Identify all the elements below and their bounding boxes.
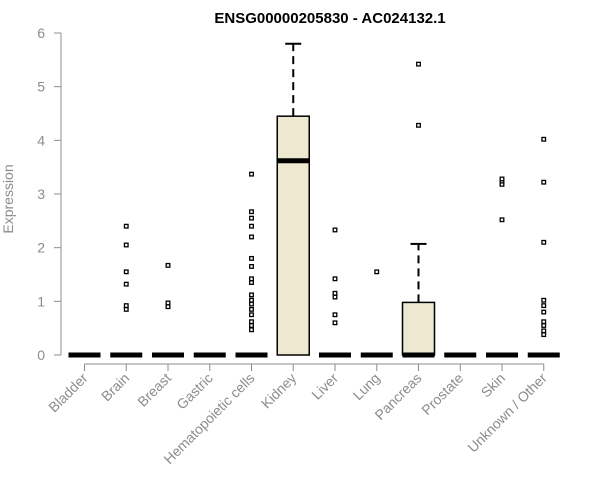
- outlier-point: [123, 223, 129, 229]
- outlier-point: [332, 227, 338, 233]
- outlier-point: [541, 309, 547, 315]
- outlier-point: [123, 269, 129, 275]
- outlier-point: [249, 209, 254, 215]
- chart-title: ENSG00000205830 - AC024132.1: [214, 10, 445, 27]
- outlier-point: [541, 319, 547, 325]
- outlier-point: [123, 303, 129, 309]
- box-hematopoietic-cells: [235, 171, 268, 358]
- x-tick-label: Lung: [350, 370, 383, 403]
- outlier-point: [249, 234, 254, 240]
- outlier-point: [332, 276, 338, 282]
- outlier-point: [499, 217, 505, 223]
- x-tick-label: Skin: [478, 370, 509, 401]
- outlier-point: [249, 319, 254, 325]
- outlier-point: [499, 176, 505, 182]
- outlier-point: [541, 179, 547, 185]
- outlier-point: [541, 332, 547, 338]
- outlier-point: [249, 171, 254, 177]
- y-tick-label: 3: [37, 186, 45, 202]
- outlier-point: [332, 320, 338, 326]
- outlier-point: [541, 323, 547, 328]
- outlier-point: [249, 215, 254, 221]
- x-tick-label: Unknown / Other: [464, 370, 550, 456]
- outlier-point: [249, 327, 254, 333]
- box-body: [401, 301, 436, 356]
- outlier-point: [541, 303, 547, 309]
- box-pancreas: [401, 61, 436, 358]
- outlier-point: [416, 122, 421, 128]
- outlier-point: [332, 312, 338, 318]
- y-tick-label: 1: [37, 293, 45, 309]
- outlier-point: [249, 306, 254, 312]
- outlier-point: [541, 328, 547, 334]
- x-tick-label: Prostate: [418, 370, 466, 418]
- outlier-point: [374, 269, 380, 275]
- outlier-point: [249, 255, 254, 261]
- y-tick-label: 0: [37, 347, 45, 363]
- box-brain: [110, 223, 143, 358]
- boxes-group: [68, 42, 560, 358]
- outlier-point: [249, 297, 254, 303]
- outlier-point: [123, 242, 129, 248]
- box-body: [276, 115, 310, 356]
- outlier-point: [249, 276, 254, 282]
- outlier-point: [165, 304, 171, 310]
- outlier-point: [541, 297, 547, 303]
- box-kidney: [276, 42, 310, 356]
- box-lung: [360, 269, 393, 358]
- y-tick-label: 4: [37, 132, 45, 148]
- y-axis-label: Expression: [0, 164, 16, 233]
- outlier-point: [249, 223, 254, 229]
- outlier-point: [249, 263, 254, 269]
- outlier-point: [249, 312, 254, 318]
- outlier-point: [541, 136, 547, 142]
- x-tick-label: Liver: [308, 370, 341, 403]
- outlier-point: [249, 301, 254, 307]
- outlier-point: [332, 294, 338, 300]
- outlier-point: [249, 292, 254, 298]
- y-tick-label: 5: [37, 79, 45, 95]
- box-breast: [152, 262, 184, 358]
- outlier-point: [332, 290, 338, 296]
- x-tick-label: Bladder: [45, 370, 91, 416]
- outlier-point: [123, 281, 129, 287]
- outlier-point: [416, 61, 421, 67]
- outlier-point: [541, 239, 547, 245]
- outlier-point: [249, 323, 254, 328]
- x-tick-label: Breast: [134, 370, 174, 410]
- x-tick-label: Brain: [98, 370, 132, 404]
- outlier-point: [249, 280, 254, 285]
- y-tick-label: 2: [37, 240, 45, 256]
- box-skin: [486, 176, 518, 358]
- box-unknown-other: [527, 136, 560, 358]
- outlier-point: [165, 300, 171, 306]
- y-axis: 0 1 2 3 4 5 6: [37, 25, 62, 363]
- outlier-point: [165, 262, 171, 268]
- y-tick-label: 6: [37, 25, 45, 41]
- outlier-point: [123, 306, 129, 312]
- x-tick-label: Kidney: [258, 370, 300, 412]
- box-liver: [319, 227, 351, 358]
